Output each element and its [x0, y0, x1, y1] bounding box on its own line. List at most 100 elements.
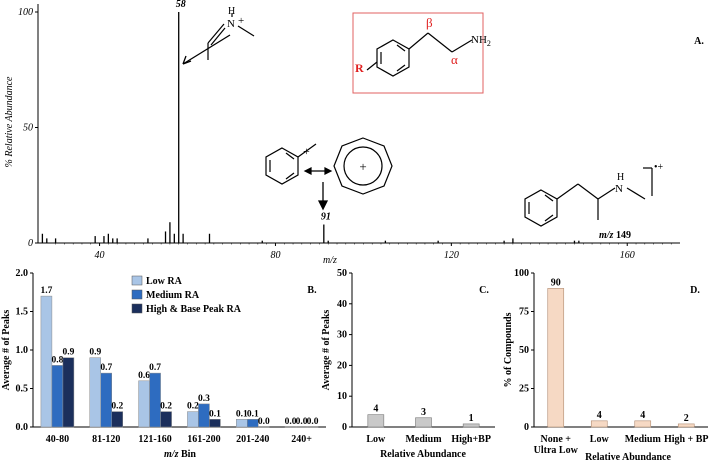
- category-label: 121-160: [138, 434, 171, 445]
- panel-d-bars: 90 4 4 2: [547, 277, 695, 428]
- bar-value-label: 2: [684, 413, 689, 424]
- bar-value-label: 0.1: [236, 409, 248, 419]
- category-label: 81-120: [92, 434, 120, 445]
- spectrum-x-tick-label: 120: [444, 250, 459, 261]
- panel-d-category-labels: None +Ultra Low Low Medium High + BP: [534, 434, 709, 456]
- category-label: Low: [366, 434, 386, 445]
- panel-c-x-label: Relative Abundance: [380, 449, 466, 460]
- category-label: High + BP: [664, 434, 709, 445]
- bar-low-ra-4: [236, 419, 248, 428]
- backbone-alpha-label: α: [451, 52, 458, 67]
- panel-c-bars: 4 3 1: [367, 404, 480, 428]
- bar-medium-ra-4: [247, 419, 259, 428]
- legend-swatch-medium: [131, 289, 143, 300]
- bar-value-label: 0.2: [187, 402, 199, 412]
- category-label: Medium: [625, 434, 662, 445]
- category-label: Low: [590, 434, 610, 445]
- y-tick-label: 50: [337, 268, 347, 279]
- tropylium-structure: [333, 137, 393, 195]
- category-label: 201-240: [236, 434, 269, 445]
- mz-bin-bar-chart: 0.00.51.01.52.0 1.70.80.9 0.90.70.20.60.7…: [1, 268, 326, 460]
- bar-0: [367, 414, 385, 428]
- y-tick-label: 2.0: [16, 268, 29, 279]
- phenethylamine-backbone-structure: [366, 32, 473, 77]
- bar-high-base-peak-ra-0: [62, 357, 75, 428]
- panel-c-label: C.: [479, 285, 489, 296]
- y-tick-label: 1.0: [16, 345, 29, 356]
- y-tick-label: 1.5: [16, 307, 29, 318]
- category-label: 161-200: [187, 434, 220, 445]
- y-tick-label: 30: [337, 330, 347, 341]
- bar-low-ra-0: [40, 295, 53, 428]
- mass-spectrum-panel: 0 50 100 40 80 120 160 58 91 % Relative Abunda…: [4, 0, 704, 266]
- bar-value-label: 4: [640, 410, 645, 421]
- legend-label-medium: Medium RA: [146, 290, 200, 301]
- bar-high-base-peak-ra-3: [209, 419, 221, 428]
- bar-value-label: 0.0: [296, 417, 308, 427]
- bar-value-label: 0.8: [51, 355, 63, 365]
- bar-value-label: 0.6: [138, 371, 150, 381]
- spectrum-x-tick-label: 80: [270, 250, 280, 261]
- iminium-n-label: N: [227, 18, 235, 30]
- bar-value-label: 0.9: [62, 348, 74, 358]
- benzyl-cation-structure: [265, 143, 317, 185]
- y-tick-label: 0.5: [16, 384, 29, 395]
- panel-b-y-label: Average # of Peaks: [1, 310, 12, 391]
- legend-label-low: Low RA: [146, 276, 183, 287]
- panel-b-label: B.: [307, 285, 317, 296]
- panel-d-y-ticks: 0 25 50 75 100: [514, 268, 534, 433]
- spectrum-x-tick-label: 40: [95, 250, 105, 261]
- bar-value-label: 0.0: [307, 417, 319, 427]
- legend-label-high: High & Base Peak RA: [146, 304, 242, 315]
- bar-medium-ra-0: [51, 365, 64, 428]
- bar-value-label: 0.7: [100, 363, 112, 373]
- backbone-structure-box: [352, 12, 484, 94]
- bar-medium-ra-3: [198, 403, 210, 428]
- bar-value-label: 4: [597, 410, 602, 421]
- category-label: None +: [541, 434, 572, 445]
- y-tick-label: 20: [337, 360, 347, 371]
- y-tick-label: 0: [342, 422, 347, 433]
- spectrum-x-ticks: 40 80 120 160: [55, 243, 672, 261]
- panel-b-legend: Low RA Medium RA High & Base Peak RA: [131, 275, 242, 315]
- y-tick-label: 0: [524, 422, 529, 433]
- category-label: 240+: [291, 434, 312, 445]
- iminium-charge: +: [238, 15, 244, 27]
- panel-c-y-label: Average # of Peaks: [321, 310, 332, 391]
- bar-low-ra-2: [138, 380, 150, 428]
- iminium-ion-structure: [182, 13, 255, 65]
- compounds-by-abundance-chart: 0 25 50 75 100 90 4 4 2 None +Ultra Low Low Mediu…: [503, 268, 709, 462]
- backbone-r-group: R: [355, 61, 364, 75]
- bar-medium-ra-1: [100, 372, 112, 428]
- spectrum-y-ticks: 0 50 100: [18, 7, 38, 249]
- bar-value-label: 0.2: [160, 402, 172, 412]
- bar-value-label: 0.2: [111, 402, 123, 412]
- bar-high-base-peak-ra-1: [111, 411, 123, 428]
- spectrum-x-label: m/z: [323, 255, 337, 266]
- bar-1: [415, 417, 432, 428]
- bar-2: [634, 420, 652, 428]
- peak-label-58: 58: [176, 0, 186, 10]
- bar-value-label: 0.0: [285, 417, 297, 427]
- panel-d-y-label: % of Compounds: [503, 312, 514, 387]
- spectrum-peak-labels: 58 91: [176, 0, 331, 223]
- panel-a-label: A.: [694, 36, 704, 47]
- bar-low-ra-3: [187, 411, 199, 428]
- y-tick-label: 40: [337, 299, 347, 310]
- category-label: Ultra Low: [534, 445, 579, 456]
- category-label: 40-80: [46, 434, 69, 445]
- panel-c-y-ticks: 0 10 20 30 40 50: [337, 268, 352, 433]
- backbone-beta-label: β: [426, 15, 433, 30]
- panel-c-category-labels: Low Medium High+BP: [366, 434, 491, 445]
- backbone-nh2-label: NH2: [471, 34, 491, 48]
- category-label: Medium: [405, 434, 442, 445]
- tropylium-charge: +: [359, 159, 366, 174]
- spectrum-y-tick-label: 100: [18, 7, 33, 18]
- fragment-arrow: [317, 182, 329, 211]
- bar-low-ra-1: [89, 357, 101, 428]
- y-tick-label: 75: [519, 307, 529, 318]
- parent-n-label: N: [615, 183, 623, 195]
- bar-value-label: 0.9: [89, 348, 101, 358]
- bar-medium-ra-2: [149, 372, 161, 428]
